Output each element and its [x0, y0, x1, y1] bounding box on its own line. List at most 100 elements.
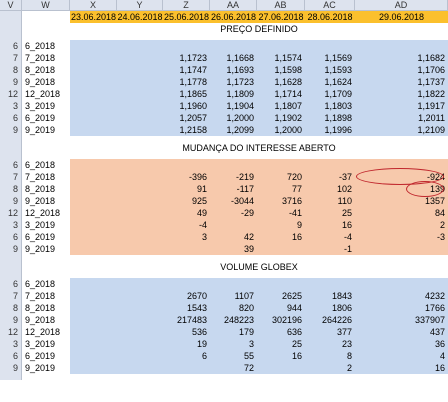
- value-cell[interactable]: [70, 52, 117, 64]
- date-cell[interactable]: 23.06.2018: [70, 11, 117, 23]
- value-cell[interactable]: [355, 243, 448, 255]
- value-cell[interactable]: [355, 40, 448, 52]
- value-cell[interactable]: 925: [163, 195, 210, 207]
- date-label-cell[interactable]: [22, 11, 70, 23]
- value-cell[interactable]: 77: [257, 183, 305, 195]
- value-cell[interactable]: [117, 40, 163, 52]
- value-cell[interactable]: [117, 302, 163, 314]
- contract-label[interactable]: 7_2018: [25, 53, 56, 63]
- value-cell[interactable]: [70, 302, 117, 314]
- value-cell[interactable]: 1,1709: [305, 88, 355, 100]
- value-cell[interactable]: 1,1624: [305, 76, 355, 88]
- value-cell[interactable]: [210, 40, 257, 52]
- value-cell[interactable]: -1: [305, 243, 355, 255]
- value-cell[interactable]: 3: [163, 231, 210, 243]
- value-cell[interactable]: [70, 64, 117, 76]
- row-number[interactable]: 6: [0, 159, 22, 171]
- value-cell[interactable]: [70, 350, 117, 362]
- value-cell[interactable]: [117, 112, 163, 124]
- value-cell[interactable]: 1,1803: [305, 100, 355, 112]
- value-cell[interactable]: [117, 231, 163, 243]
- value-cell[interactable]: [305, 278, 355, 290]
- value-cell[interactable]: [210, 159, 257, 171]
- value-cell[interactable]: 1,1898: [305, 112, 355, 124]
- value-cell[interactable]: [70, 207, 117, 219]
- value-cell[interactable]: [70, 195, 117, 207]
- value-cell[interactable]: 55: [210, 350, 257, 362]
- date-cell[interactable]: 24.06.2018: [117, 11, 163, 23]
- value-cell[interactable]: 820: [210, 302, 257, 314]
- value-cell[interactable]: 1,1917: [355, 100, 448, 112]
- date-cell[interactable]: 27.06.2018: [257, 11, 305, 23]
- value-cell[interactable]: 2670: [163, 290, 210, 302]
- contract-label[interactable]: 6_2018: [25, 279, 56, 289]
- value-cell[interactable]: 1843: [305, 290, 355, 302]
- value-cell[interactable]: 377: [305, 326, 355, 338]
- contract-label[interactable]: 8_2018: [25, 65, 56, 75]
- value-cell[interactable]: -219: [210, 171, 257, 183]
- value-cell[interactable]: [117, 76, 163, 88]
- value-cell[interactable]: 1,1996: [305, 124, 355, 136]
- value-cell[interactable]: 91: [163, 183, 210, 195]
- value-cell[interactable]: 16: [257, 231, 305, 243]
- row-number[interactable]: 9: [0, 76, 22, 88]
- value-cell[interactable]: 3716: [257, 195, 305, 207]
- value-cell[interactable]: [163, 278, 210, 290]
- value-cell[interactable]: [163, 243, 210, 255]
- contract-label[interactable]: 6_2019: [25, 232, 56, 242]
- value-cell[interactable]: [117, 290, 163, 302]
- value-cell[interactable]: [117, 219, 163, 231]
- date-cell[interactable]: 25.06.2018: [163, 11, 210, 23]
- value-cell[interactable]: 1,1807: [257, 100, 305, 112]
- value-cell[interactable]: 1107: [210, 290, 257, 302]
- value-cell[interactable]: 1766: [355, 302, 448, 314]
- row-number[interactable]: 8: [0, 302, 22, 314]
- value-cell[interactable]: 1,2099: [210, 124, 257, 136]
- value-cell[interactable]: [117, 183, 163, 195]
- value-cell[interactable]: 4232: [355, 290, 448, 302]
- value-cell[interactable]: [117, 314, 163, 326]
- value-cell[interactable]: [257, 40, 305, 52]
- value-cell[interactable]: [117, 195, 163, 207]
- value-cell[interactable]: 944: [257, 302, 305, 314]
- value-cell[interactable]: 36: [355, 338, 448, 350]
- value-cell[interactable]: [117, 326, 163, 338]
- value-cell[interactable]: 1,1902: [257, 112, 305, 124]
- row-number[interactable]: 6: [0, 278, 22, 290]
- value-cell[interactable]: 1,1723: [163, 52, 210, 64]
- value-cell[interactable]: 1,1778: [163, 76, 210, 88]
- column-header-w[interactable]: W: [22, 0, 70, 11]
- value-cell[interactable]: 1543: [163, 302, 210, 314]
- row-number[interactable]: 9: [0, 195, 22, 207]
- value-cell[interactable]: [70, 338, 117, 350]
- value-cell[interactable]: 1,1593: [305, 64, 355, 76]
- value-cell[interactable]: [117, 100, 163, 112]
- value-cell[interactable]: 1,1822: [355, 88, 448, 100]
- value-cell[interactable]: -41: [257, 207, 305, 219]
- value-cell[interactable]: 179: [210, 326, 257, 338]
- value-cell[interactable]: 302196: [257, 314, 305, 326]
- column-header-x[interactable]: X: [70, 0, 117, 11]
- value-cell[interactable]: 2625: [257, 290, 305, 302]
- value-cell[interactable]: 1,2057: [163, 112, 210, 124]
- value-cell[interactable]: 1,2158: [163, 124, 210, 136]
- value-cell[interactable]: [70, 40, 117, 52]
- value-cell[interactable]: [163, 40, 210, 52]
- value-cell[interactable]: 3: [210, 338, 257, 350]
- contract-label[interactable]: 12_2018: [25, 327, 61, 337]
- value-cell[interactable]: 1,1706: [355, 64, 448, 76]
- value-cell[interactable]: 23: [305, 338, 355, 350]
- column-header-ac[interactable]: AC: [305, 0, 355, 11]
- value-cell[interactable]: 84: [355, 207, 448, 219]
- contract-label[interactable]: 9_2019: [25, 363, 56, 373]
- value-cell[interactable]: 264226: [305, 314, 355, 326]
- contract-label[interactable]: 8_2018: [25, 303, 56, 313]
- column-header-ab[interactable]: AB: [257, 0, 305, 11]
- row-number[interactable]: 12: [0, 88, 22, 100]
- value-cell[interactable]: [70, 171, 117, 183]
- value-cell[interactable]: 1,1960: [163, 100, 210, 112]
- value-cell[interactable]: [163, 362, 210, 374]
- value-cell[interactable]: [117, 278, 163, 290]
- contract-label[interactable]: 7_2018: [25, 172, 56, 182]
- row-number[interactable]: 6: [0, 112, 22, 124]
